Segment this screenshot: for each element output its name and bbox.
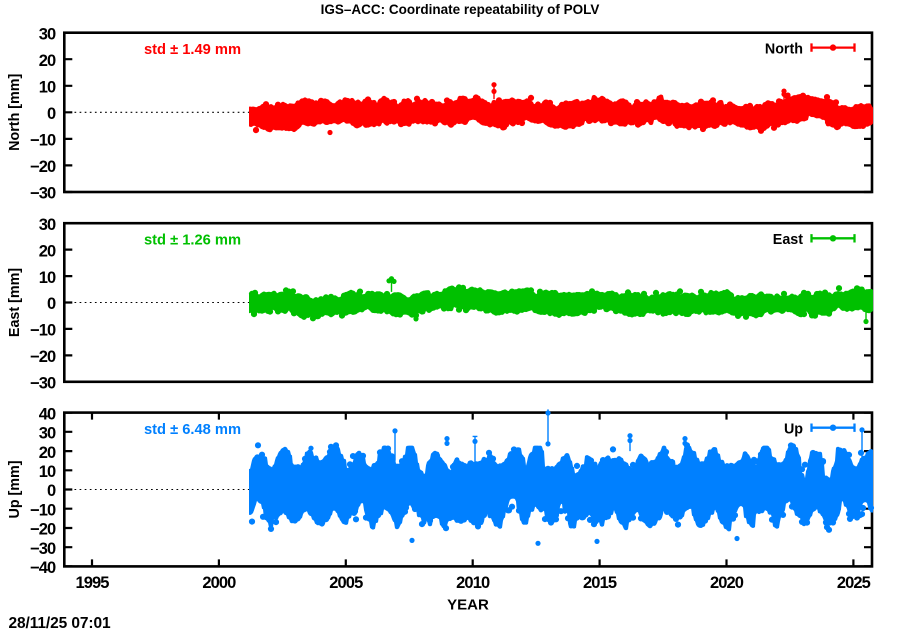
svg-text:std ± 6.48 mm: std ± 6.48 mm xyxy=(144,422,241,438)
svg-text:0: 0 xyxy=(47,295,56,313)
svg-text:−30: −30 xyxy=(30,540,56,558)
svg-text:30: 30 xyxy=(39,25,56,43)
svg-text:−10: −10 xyxy=(30,132,56,150)
svg-text:−30: −30 xyxy=(30,375,56,393)
svg-text:−20: −20 xyxy=(30,348,56,366)
svg-text:1995: 1995 xyxy=(75,574,109,592)
svg-text:−30: −30 xyxy=(30,185,56,203)
svg-text:North: North xyxy=(765,42,803,58)
svg-text:10: 10 xyxy=(39,463,56,481)
svg-text:10: 10 xyxy=(39,269,56,287)
svg-text:IGS–ACC: Coordinate repeatabil: IGS–ACC: Coordinate repeatability of POL… xyxy=(321,2,600,17)
svg-text:28/11/25 07:01: 28/11/25 07:01 xyxy=(9,615,112,630)
svg-text:2010: 2010 xyxy=(456,574,490,592)
svg-text:−20: −20 xyxy=(30,521,56,539)
svg-text:20: 20 xyxy=(39,242,56,260)
svg-text:−10: −10 xyxy=(30,322,56,340)
svg-text:East [mm]: East [mm] xyxy=(7,268,23,337)
svg-text:10: 10 xyxy=(39,79,56,97)
svg-text:2015: 2015 xyxy=(583,574,617,592)
svg-text:2000: 2000 xyxy=(202,574,236,592)
svg-text:YEAR: YEAR xyxy=(447,597,489,614)
svg-text:0: 0 xyxy=(47,105,56,123)
svg-text:−40: −40 xyxy=(30,559,56,577)
svg-text:30: 30 xyxy=(39,425,56,443)
svg-text:2025: 2025 xyxy=(837,574,871,592)
svg-text:North [mm]: North [mm] xyxy=(7,74,23,151)
svg-text:std ± 1.26 mm: std ± 1.26 mm xyxy=(144,233,241,249)
svg-text:20: 20 xyxy=(39,444,56,462)
svg-text:East: East xyxy=(773,232,803,248)
svg-text:Up [mm]: Up [mm] xyxy=(7,461,23,519)
svg-text:−10: −10 xyxy=(30,501,56,519)
svg-text:40: 40 xyxy=(39,405,56,423)
svg-text:0: 0 xyxy=(47,482,56,500)
svg-text:2005: 2005 xyxy=(329,574,363,592)
svg-text:std ± 1.49 mm: std ± 1.49 mm xyxy=(144,42,241,58)
svg-text:2020: 2020 xyxy=(710,574,744,592)
svg-text:−20: −20 xyxy=(30,158,56,176)
svg-text:Up: Up xyxy=(784,422,803,438)
svg-text:30: 30 xyxy=(39,216,56,234)
svg-text:20: 20 xyxy=(39,52,56,70)
